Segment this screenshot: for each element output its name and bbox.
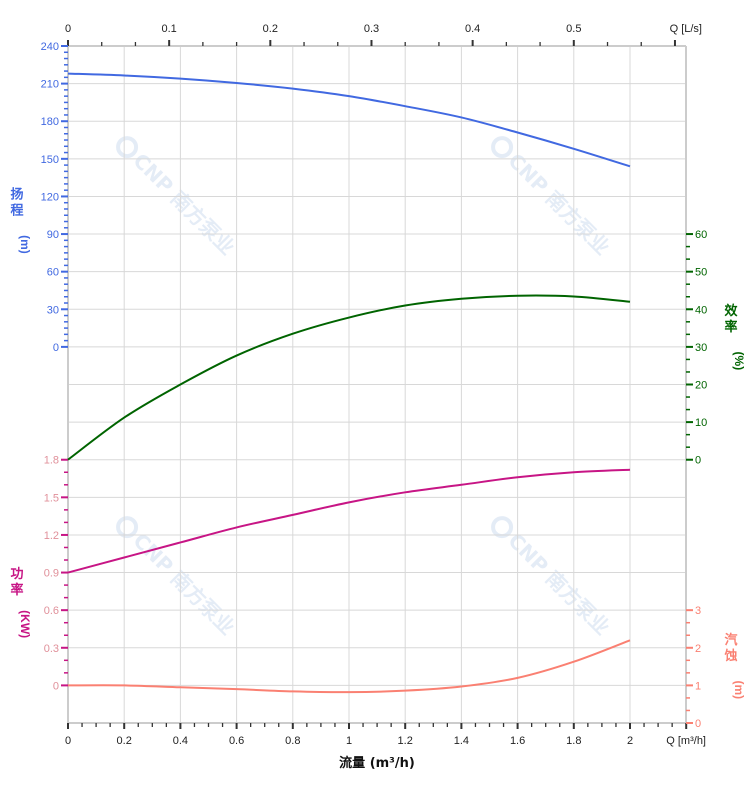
watermark-text: CNP 南方泵业: [503, 148, 614, 259]
power-tick-label: 0: [53, 680, 59, 692]
x-top-tick-label: 0: [65, 23, 71, 35]
efficiency-tick-label: 10: [695, 417, 707, 429]
watermark-text: CNP 南方泵业: [128, 528, 239, 639]
x-tick-label: 2: [627, 735, 633, 747]
npsh-axis-title-char: 蚀: [723, 648, 737, 664]
head-tick-label: 0: [53, 342, 59, 354]
npsh-axis-title-char: 汽: [724, 632, 737, 648]
x-tick-label: 0: [65, 735, 71, 747]
watermarks: CNP 南方泵业 CNP 南方泵业 CNP 南方泵业 CNP 南方泵业: [116, 136, 615, 640]
power-axis-title-char: 率: [10, 582, 23, 598]
axis-labels: 扬程(m)功率(KW)效率(%)汽蚀(m): [10, 186, 746, 699]
power-axis-unit: (KW): [18, 610, 32, 638]
efficiency-tick-label: 40: [695, 304, 707, 316]
power-tick-label: 0.6: [44, 605, 59, 617]
efficiency-tick-label: 50: [695, 267, 707, 279]
x-tick-label: 0.6: [229, 735, 244, 747]
head-curve: [67, 72, 631, 168]
head-tick-label: 60: [47, 267, 59, 279]
efficiency-curve: [67, 294, 631, 461]
x-tick-label: 1.8: [566, 735, 581, 747]
power-tick-label: 0.9: [44, 568, 59, 580]
x-tick-label: 0.2: [117, 735, 132, 747]
x-top-tick-label: 0.5: [566, 23, 581, 35]
x-tick-label: 1: [346, 735, 352, 747]
x-top-tick-label: 0.3: [364, 23, 379, 35]
npsh-tick-label: 1: [695, 680, 701, 692]
npsh-tick-label: 3: [695, 605, 701, 617]
efficiency-axis-title-char: 效: [724, 303, 738, 319]
head-axis-title-char: 扬: [10, 186, 23, 202]
x-unit-label: Q [m³/h]: [666, 735, 706, 747]
watermark-text: CNP 南方泵业: [128, 148, 239, 259]
watermark-icon: [491, 136, 514, 159]
head-tick-label: 180: [41, 116, 59, 128]
power-curve: [67, 468, 631, 574]
watermark-logo: CNP 南方泵业: [116, 136, 240, 260]
axes: 0 0.2 0.4 0.6 0.8 1 1.2 1.4 1.6 1.8 2 Q [m³/h] 流量 (m…: [41, 23, 708, 771]
power-tick-label: 1.2: [44, 530, 59, 542]
head-tick-label: 120: [41, 191, 59, 203]
x-top-unit-label: Q [L/s]: [670, 23, 702, 35]
efficiency-axis-unit: (%): [732, 352, 746, 371]
x-tick-label: 0.8: [285, 735, 300, 747]
head-tick-label: 240: [41, 41, 59, 53]
head-tick-label: 30: [47, 304, 59, 316]
x-top-tick-label: 0.1: [162, 23, 177, 35]
watermark-logo: CNP 南方泵业: [491, 136, 615, 260]
x-top-tick-label: 0.2: [263, 23, 278, 35]
npsh-tick-label: 2: [695, 643, 701, 655]
efficiency-tick-label: 20: [695, 380, 707, 392]
x-tick-label: 1.2: [398, 735, 413, 747]
power-tick-label: 1.5: [44, 492, 59, 504]
watermark-text: CNP 南方泵业: [503, 528, 614, 639]
x-axis-title: 流量 (m³/h): [339, 755, 415, 771]
x-top-tick-label: 0.4: [465, 23, 480, 35]
npsh-tick-label: 0: [695, 718, 701, 730]
curves: [67, 72, 631, 694]
head-tick-label: 90: [47, 229, 59, 241]
x-tick-label: 1.6: [510, 735, 525, 747]
head-tick-label: 150: [41, 154, 59, 166]
watermark-icon: [491, 516, 514, 539]
efficiency-axis-title-char: 率: [724, 319, 737, 335]
x-tick-label: 1.4: [454, 735, 469, 747]
efficiency-tick-label: 60: [695, 229, 707, 241]
watermark-icon: [116, 136, 139, 159]
watermark-logo: CNP 南方泵业: [491, 516, 615, 640]
efficiency-tick-label: 0: [695, 455, 701, 467]
watermark-icon: [116, 516, 139, 539]
power-tick-label: 0.3: [44, 643, 59, 655]
efficiency-tick-label: 30: [695, 342, 707, 354]
head-axis-title-char: 程: [10, 203, 23, 218]
head-axis-unit: (m): [18, 235, 32, 254]
npsh-curve: [67, 639, 631, 694]
power-tick-label: 1.8: [44, 455, 59, 467]
head-tick-label: 210: [41, 79, 59, 91]
power-axis-title-char: 功: [10, 567, 23, 582]
x-tick-label: 0.4: [173, 735, 188, 747]
npsh-axis-unit: (m): [732, 680, 746, 699]
